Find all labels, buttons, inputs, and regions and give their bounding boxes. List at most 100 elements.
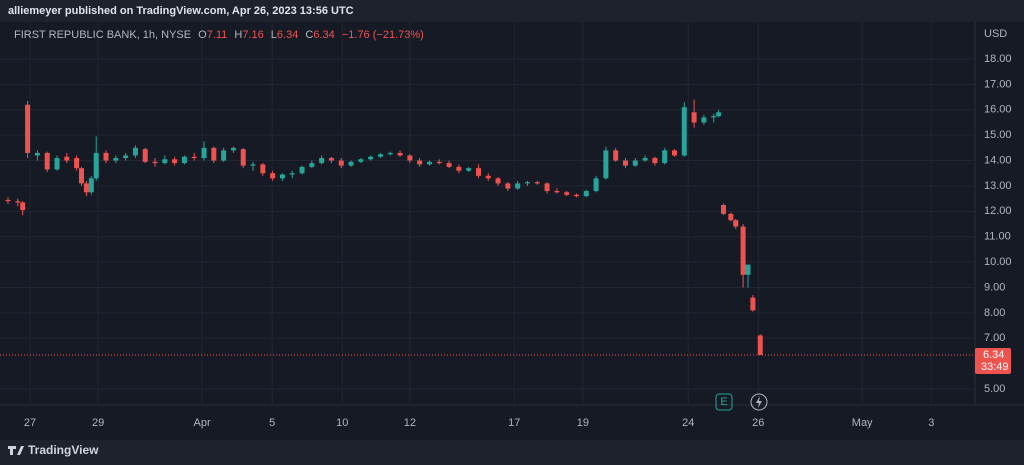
candle-body: [554, 191, 560, 193]
candle-body: [83, 183, 89, 193]
candle-body: [279, 174, 285, 179]
y-tick-label: 7.00: [984, 332, 1005, 344]
currency: USD: [984, 28, 1007, 40]
logo: [8, 446, 24, 455]
candle-body: [191, 156, 197, 159]
candle-body: [691, 112, 697, 123]
y-tick-label: 12.00: [984, 205, 1012, 217]
logo-mark: [8, 446, 24, 455]
candle-body: [79, 168, 85, 184]
candle-body: [289, 173, 295, 175]
candles: [5, 99, 763, 355]
candle-body: [15, 201, 21, 203]
candle-body: [348, 161, 354, 166]
publisher: alliemeyer published on TradingView.com,…: [8, 5, 354, 17]
candle-body: [5, 199, 11, 202]
y-tick-label: 13.00: [984, 180, 1012, 192]
y-tick-label: 18.00: [984, 53, 1012, 65]
candle-body: [515, 183, 521, 189]
candle-body: [54, 158, 60, 170]
candle-body: [446, 163, 452, 167]
candle-body: [240, 149, 246, 166]
candle-body: [221, 150, 227, 161]
h-value: 7.16: [242, 29, 263, 41]
candle-body: [681, 107, 687, 156]
candle-body: [387, 152, 393, 155]
y-tick-label: 9.00: [984, 281, 1005, 293]
candle-body: [368, 156, 374, 160]
o-value: 7.11: [207, 29, 228, 41]
candle-body: [662, 150, 668, 164]
candle-body: [162, 159, 168, 164]
dividend-icon[interactable]: [750, 393, 768, 411]
candle-body: [456, 166, 462, 171]
y-tick-label: 10.00: [984, 256, 1012, 268]
candle-body: [750, 297, 756, 311]
candle-body: [716, 112, 722, 117]
countdown: 33:49: [981, 361, 1009, 373]
legend: FIRST REPUBLIC BANK, 1h, NYSE O7.11 H7.1…: [14, 29, 424, 41]
symbol: FIRST REPUBLIC BANK, 1h, NYSE: [14, 29, 191, 41]
candle-body: [593, 178, 599, 192]
lightning-icon: [756, 396, 762, 408]
x-tick-label: 24: [682, 417, 694, 429]
x-tick-label: 17: [508, 417, 520, 429]
last-price-box: [975, 347, 1011, 374]
candle-body: [564, 192, 570, 195]
x-tick-label: May: [852, 417, 873, 429]
candle-body: [603, 150, 609, 179]
x-tick-label: 19: [577, 417, 589, 429]
candle-body: [740, 226, 746, 275]
candle-body: [745, 264, 751, 275]
x-tick-label: 29: [92, 417, 104, 429]
candle-body: [25, 104, 31, 153]
y-tick-label: 17.00: [984, 78, 1012, 90]
candle-body: [652, 158, 658, 164]
last-price-label: 6.34: [983, 349, 1004, 361]
candle-body: [103, 152, 109, 161]
earnings-icon[interactable]: [715, 393, 733, 411]
candle-body: [250, 164, 256, 166]
candle-body: [495, 178, 501, 184]
candle-body: [358, 159, 364, 162]
candle-body: [270, 173, 276, 179]
candle-body: [44, 152, 50, 170]
candle-body: [436, 161, 442, 164]
h-label: H: [234, 29, 242, 41]
y-tick-label: 15.00: [984, 129, 1012, 141]
candle-body: [671, 150, 677, 156]
x-tick-label: 3: [928, 417, 934, 429]
candle-body: [534, 182, 540, 184]
candle-body: [573, 194, 579, 197]
change: −1.76 (−21.73%): [342, 29, 424, 41]
x-tick-label: 26: [752, 417, 764, 429]
c-value: 6.34: [313, 29, 334, 41]
x-tick-label: 5: [269, 417, 275, 429]
x-tick-label: 10: [336, 417, 348, 429]
candle-body: [583, 191, 589, 197]
y-tick-label: 8.00: [984, 307, 1005, 319]
y-tick-label: 16.00: [984, 104, 1012, 116]
y-tick-label: 14.00: [984, 154, 1012, 166]
candle-body: [230, 147, 236, 151]
y-tick-label: 5.00: [984, 383, 1005, 395]
candle-body: [475, 168, 481, 176]
candle-body: [88, 178, 94, 193]
candle-body: [466, 168, 472, 171]
candle-body: [701, 117, 707, 123]
candle-body: [64, 156, 70, 161]
candle-body: [338, 160, 344, 166]
x-tick-label: 12: [404, 417, 416, 429]
chart-area: [0, 22, 1024, 440]
candle-body: [505, 183, 511, 189]
candle-body: [417, 160, 423, 165]
x-tick-label: 27: [24, 417, 36, 429]
candle-body: [299, 166, 305, 174]
candle-body: [524, 182, 530, 184]
candle-body: [711, 116, 717, 118]
c-label: C: [305, 29, 313, 41]
candle-body: [720, 204, 726, 214]
y-tick-label: 11.00: [984, 231, 1011, 243]
